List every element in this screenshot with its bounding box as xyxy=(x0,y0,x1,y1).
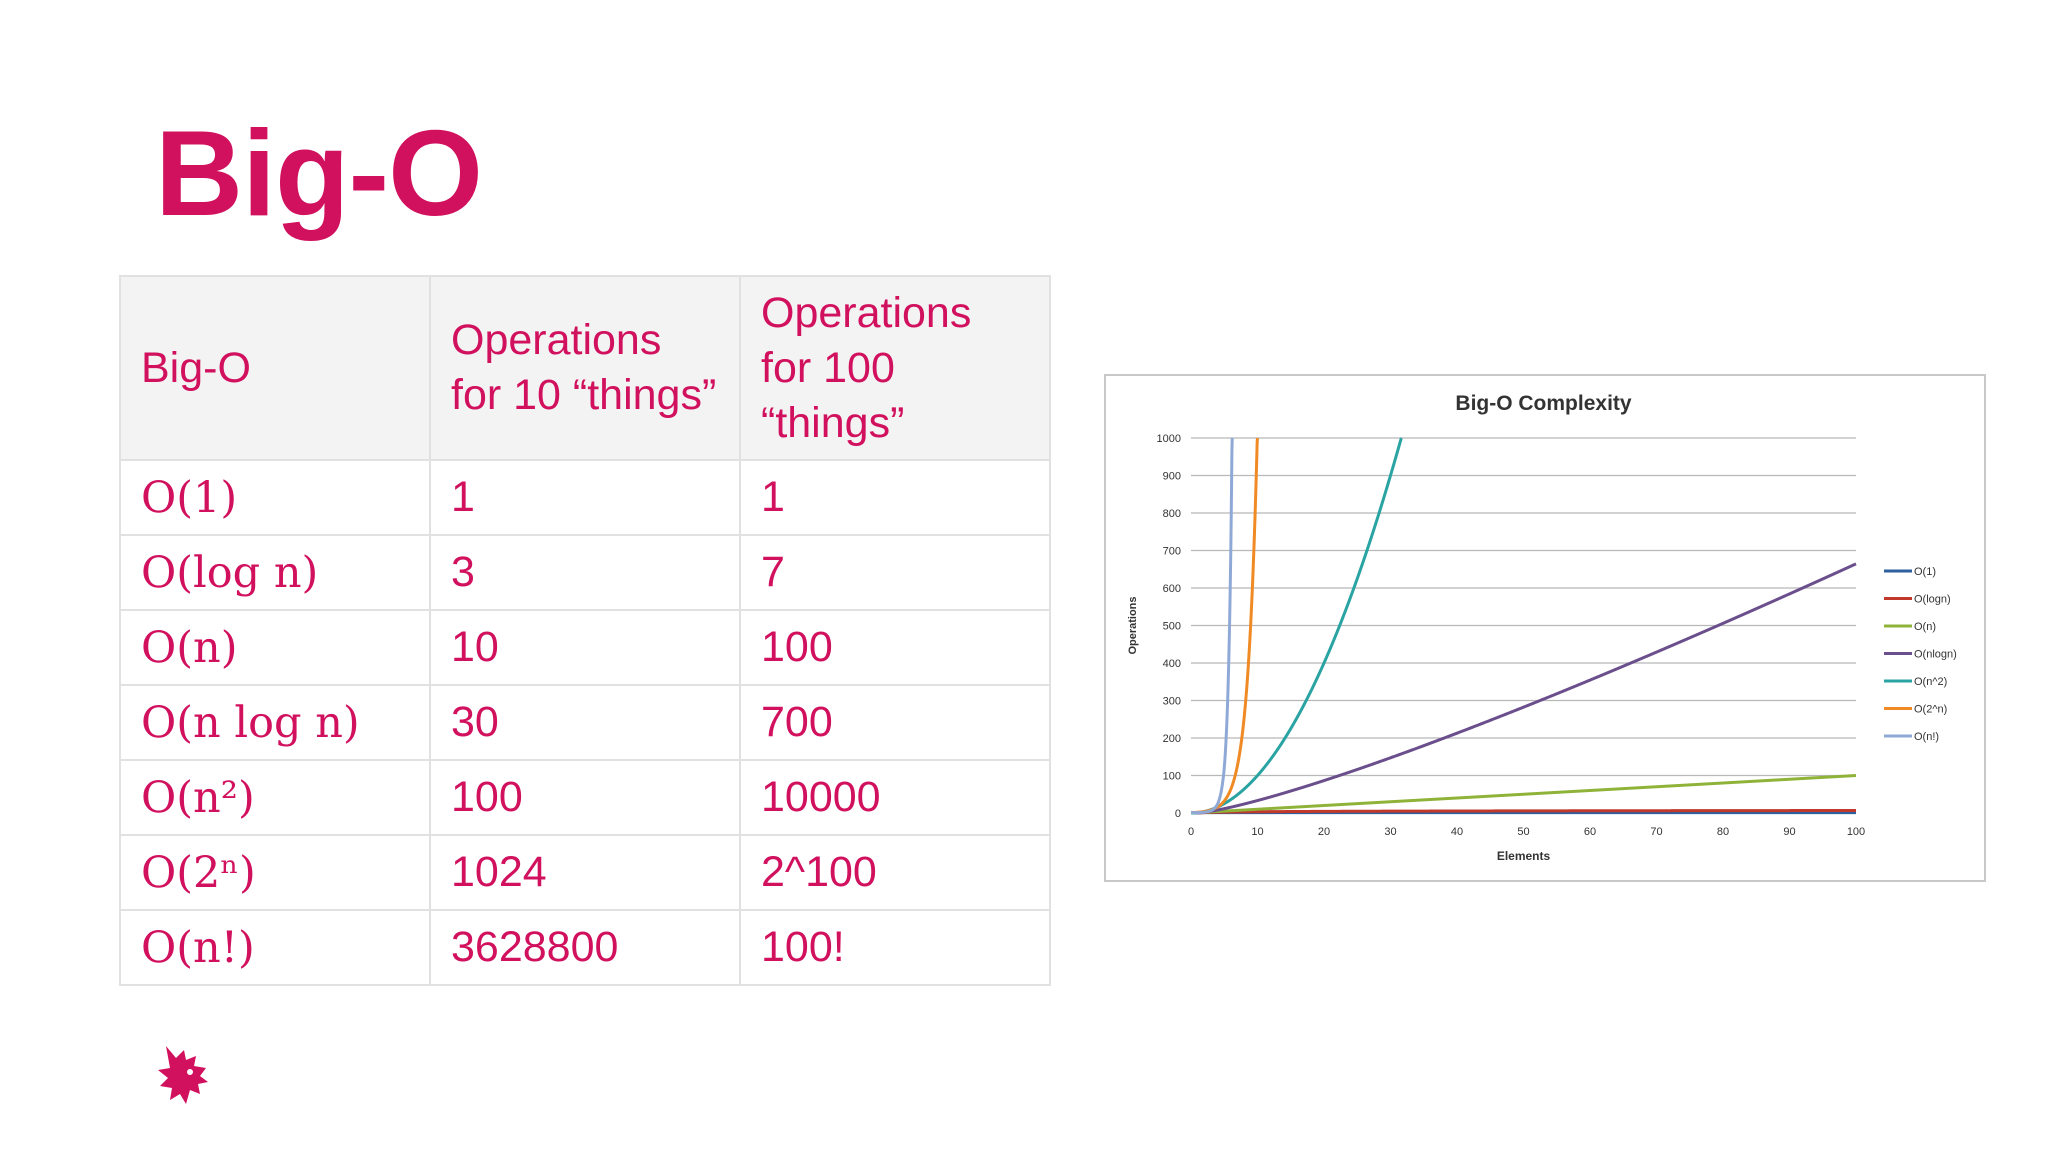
x-tick-label: 80 xyxy=(1717,826,1729,838)
notation-cell: O(n) xyxy=(119,609,431,686)
chart-title: Big-O Complexity xyxy=(1455,392,1632,415)
table-row: O(n) 10 100 xyxy=(119,609,1051,686)
table-row: O(2ⁿ) 1024 2^100 xyxy=(119,834,1051,911)
series-line-on xyxy=(1189,774,1858,815)
y-tick-label: 700 xyxy=(1163,546,1181,558)
notation-cell: O(n²) xyxy=(119,759,431,836)
table-row: O(n²) 100 10000 xyxy=(119,759,1051,836)
ops10-cell: 3628800 xyxy=(429,909,741,986)
ops100-cell: 700 xyxy=(739,684,1051,761)
big-o-table: Big-O Operations for 10 “things” Operati… xyxy=(119,275,1051,986)
x-tick-label: 30 xyxy=(1384,826,1396,838)
ops100-cell: 100! xyxy=(739,909,1051,986)
y-tick-label: 100 xyxy=(1163,771,1181,783)
table-row: O(n!) 3628800 100! xyxy=(119,909,1051,986)
x-tick-label: 20 xyxy=(1318,826,1330,838)
y-tick-label: 900 xyxy=(1163,471,1181,483)
ops10-cell: 30 xyxy=(429,684,741,761)
legend-label: O(2^n) xyxy=(1914,704,1947,716)
table-row: O(n log n) 30 700 xyxy=(119,684,1051,761)
legend-label: O(nlogn) xyxy=(1914,649,1957,661)
header-big-o: Big-O xyxy=(119,275,431,461)
x-tick-label: 50 xyxy=(1517,826,1529,838)
x-tick-label: 10 xyxy=(1251,826,1263,838)
legend-label: O(n^2) xyxy=(1914,676,1947,688)
x-tick-label: 90 xyxy=(1783,826,1795,838)
x-tick-label: 70 xyxy=(1650,826,1662,838)
ops100-cell: 7 xyxy=(739,534,1051,611)
notation-cell: O(2ⁿ) xyxy=(119,834,431,911)
dragon-logo-icon xyxy=(158,1046,208,1104)
slide-title: Big-O xyxy=(155,105,483,241)
notation-cell: O(n!) xyxy=(119,909,431,986)
ops10-cell: 1 xyxy=(429,459,741,536)
y-tick-label: 400 xyxy=(1163,658,1181,670)
table-row: O(1) 1 1 xyxy=(119,459,1051,536)
header-ops-100: Operations for 100 “things” xyxy=(739,275,1051,461)
y-tick-label: 500 xyxy=(1163,621,1181,633)
header-ops-10: Operations for 10 “things” xyxy=(429,275,741,461)
y-tick-label: 300 xyxy=(1163,696,1181,708)
x-axis-label: Elements xyxy=(1497,849,1551,863)
y-tick-label: 800 xyxy=(1163,508,1181,520)
complexity-chart: Big-O Complexity 0 100 200 300 400 500 600 700 80… xyxy=(1104,374,1986,882)
y-tick-label: 200 xyxy=(1163,733,1181,745)
table-row: O(log n) 3 7 xyxy=(119,534,1051,611)
y-tick-label: 0 xyxy=(1175,808,1181,820)
table-header-row: Big-O Operations for 10 “things” Operati… xyxy=(119,275,1051,461)
ops10-cell: 3 xyxy=(429,534,741,611)
ops10-cell: 100 xyxy=(429,759,741,836)
x-tick-label: 60 xyxy=(1584,826,1596,838)
notation-cell: O(log n) xyxy=(119,534,431,611)
ops10-cell: 10 xyxy=(429,609,741,686)
y-axis-label: Operations xyxy=(1127,596,1139,654)
series-line-ologn xyxy=(1189,809,1858,815)
series-line-on xyxy=(1189,437,1234,815)
legend-label: O(1) xyxy=(1914,566,1936,578)
legend-label: O(n!) xyxy=(1914,731,1939,743)
ops100-cell: 10000 xyxy=(739,759,1051,836)
complexity-chart-svg: Big-O Complexity010020030040050060070080… xyxy=(1127,392,1957,863)
series-line-onlogn xyxy=(1189,562,1858,815)
ops100-cell: 1 xyxy=(739,459,1051,536)
x-tick-label: 40 xyxy=(1451,826,1463,838)
y-tick-label: 600 xyxy=(1163,583,1181,595)
notation-cell: O(1) xyxy=(119,459,431,536)
legend-label: O(n) xyxy=(1914,621,1936,633)
notation-cell: O(n log n) xyxy=(119,684,431,761)
ops10-cell: 1024 xyxy=(429,834,741,911)
series-line-on2 xyxy=(1189,437,1403,815)
legend-label: O(logn) xyxy=(1914,594,1951,606)
x-tick-label: 100 xyxy=(1847,826,1865,838)
ops100-cell: 100 xyxy=(739,609,1051,686)
x-tick-label: 0 xyxy=(1188,826,1194,838)
y-tick-label: 1000 xyxy=(1157,433,1181,445)
ops100-cell: 2^100 xyxy=(739,834,1051,911)
